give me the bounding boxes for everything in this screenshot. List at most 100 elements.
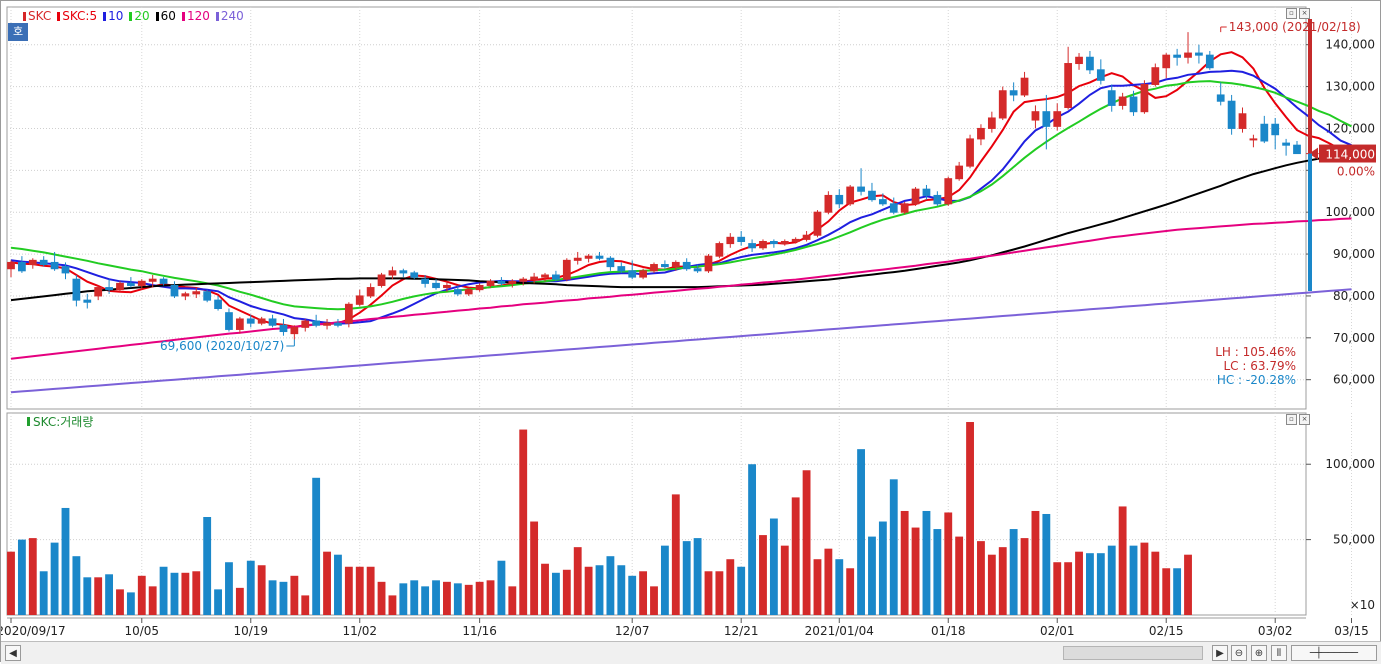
volume-bar [650,586,658,615]
zoom-in-icon[interactable]: ⊕ [1251,645,1267,661]
scroll-left-button[interactable]: ◀ [5,645,21,661]
volume-bar [726,559,735,615]
candle [203,291,212,301]
volume-bar [486,580,495,615]
price-tick-label: 130,000 [1325,80,1375,94]
volume-bar [737,566,746,615]
candle [137,280,146,286]
price-tick-label: 60,000 [1333,373,1375,387]
volume-bar [1184,554,1192,615]
volume-bar [246,560,255,615]
date-tick-label: 02/15 [1149,624,1184,638]
candle [846,186,855,205]
zoom-out-icon[interactable]: ⊖ [1231,645,1247,661]
candle [279,324,288,333]
legend-swatch [129,12,133,21]
volume-bar [595,565,604,615]
candle [1096,69,1105,81]
candle [977,127,985,140]
current-change-label: 0.00% [1337,165,1375,179]
volume-bar [72,556,81,615]
legend-label: SKC:5 [62,9,98,23]
ma-line-20 [10,80,1352,311]
volume-bar [497,560,506,615]
scroll-right-button[interactable]: ▶ [1212,645,1228,661]
zoom-slider[interactable]: ─┼────── [1291,645,1377,661]
volume-bar [704,571,713,615]
legend-item[interactable]: 10 [103,9,123,23]
bar-width-icon[interactable]: ⦀ [1271,645,1287,661]
volume-bar [94,577,103,615]
candle [922,188,931,196]
candle [682,261,691,270]
volume-close-icon[interactable]: × [1299,414,1310,425]
candle [824,194,833,213]
panel-restore-icon[interactable]: ▫ [1286,8,1297,19]
candle [1042,111,1051,127]
candle [72,278,81,301]
legend-item[interactable]: 240 [215,9,244,23]
candle [1129,96,1138,113]
volume-bar [955,536,964,615]
candle [791,238,800,242]
legend-item[interactable]: 20 [129,9,150,23]
volume-bar [126,592,135,615]
candle [759,241,767,249]
legend-item[interactable]: SKC [23,9,51,23]
volume-bar [443,581,451,615]
candle [562,259,571,280]
date-tick-label: 03/15 [1334,624,1369,638]
candle [889,203,898,213]
volume-bar [922,510,931,615]
volume-bar [824,548,833,615]
volume-bar [671,494,680,615]
volume-bar [464,584,473,615]
volume-bar [170,572,179,615]
volume-bar [748,464,757,615]
volume-bar [203,517,212,615]
scroll-thumb[interactable] [1063,646,1203,660]
price-panel-frame [6,6,1307,410]
volume-bar [279,581,288,615]
volume-bar [334,554,342,615]
volume-bar [617,565,626,615]
horizontal-scrollbar[interactable]: ◀ ▶ ⊖ ⊕ ⦀ ─┼────── [1,641,1381,664]
date-tick-label: 10/19 [233,624,268,638]
volume-bar [911,527,920,615]
candle [1151,67,1160,85]
candle [410,272,419,278]
candle [944,178,953,205]
volume-bar [301,595,310,615]
legend-label: 10 [108,9,124,23]
legend-item[interactable]: SKC:5 [57,9,97,23]
panel-close-icon[interactable]: × [1299,8,1310,19]
legend-item[interactable]: 60 [155,9,176,23]
volume-legend-swatch [27,417,30,426]
candle [475,284,484,291]
volume-bar [388,595,397,615]
volume-bar [857,449,865,615]
volume-bar [1009,529,1018,615]
candle [552,274,560,280]
volume-bar [1031,510,1040,615]
candle [61,266,70,274]
date-tick-label: 2020/09/17 [1,624,66,638]
candle [955,165,964,180]
date-tick-label: 2021/01/04 [805,624,874,638]
candle [726,236,735,245]
hc-label: HC : -20.28% [1217,373,1296,387]
tag-box[interactable]: 호 [8,23,28,41]
price-tick-label: 90,000 [1333,247,1375,261]
volume-bar [312,477,321,615]
volume-restore-icon[interactable]: ▫ [1286,414,1297,425]
volume-bar [966,422,974,615]
lh-label: LH : 105.46% [1215,345,1296,359]
legend-swatch [23,12,26,21]
candle [94,287,103,297]
candle [116,282,124,291]
candle [486,280,495,286]
legend-swatch [181,12,185,21]
legend-item[interactable]: 120 [181,9,210,23]
candle [606,257,615,268]
date-tick-label: 11/02 [342,624,377,638]
